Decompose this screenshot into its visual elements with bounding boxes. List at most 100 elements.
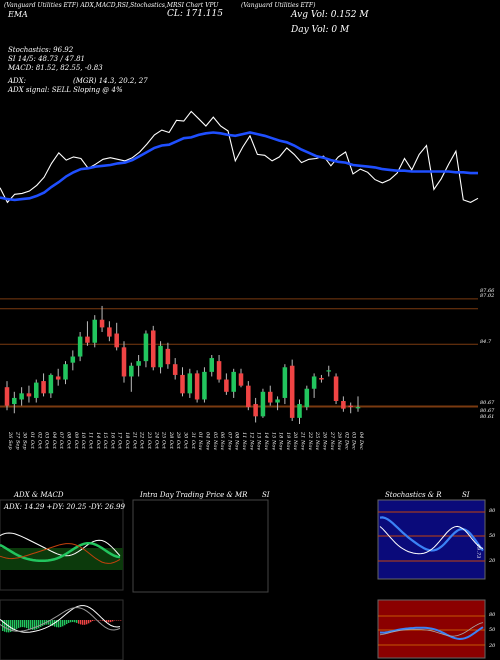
- candle-body: [260, 391, 266, 417]
- candle-body: [238, 373, 244, 386]
- date-label: 29 Nov: [336, 431, 342, 450]
- date-label: 27 Sep: [14, 431, 20, 450]
- macd-histogram-bar: [56, 620, 58, 628]
- candle-body: [77, 336, 83, 357]
- macd-histogram-bar: [82, 620, 84, 625]
- date-label: 03 Dec: [351, 432, 357, 450]
- date-label: 16 Oct: [109, 432, 115, 450]
- date-label: 30 Sep: [22, 432, 28, 450]
- macd-histogram-bar: [108, 620, 110, 623]
- candle-body: [4, 387, 10, 406]
- macd-histogram-bar: [52, 620, 54, 626]
- adx-band: [0, 548, 123, 570]
- candle-body: [143, 333, 149, 362]
- mrsi-tick-80: 80: [489, 612, 496, 618]
- macd-histogram-bar: [18, 620, 20, 628]
- macd-histogram-bar: [22, 620, 24, 628]
- adx-panel-stats: ADX: 14.29 +DY: 20.25 -DY: 26.99: [4, 503, 125, 511]
- macd-histogram-bar: [28, 620, 30, 629]
- date-label: 11 Nov: [241, 432, 247, 450]
- date-label: 24 Oct: [153, 431, 159, 450]
- candle-body: [33, 382, 39, 398]
- macd-histogram-bar: [36, 620, 38, 630]
- macd-histogram-bar: [102, 620, 104, 621]
- price-label: CL: 171.115: [167, 9, 223, 19]
- candle-body: [224, 379, 229, 392]
- stat-stochastics: Stochastics: 96.92: [8, 46, 74, 54]
- candle-body: [209, 358, 215, 372]
- date-label: 30 Oct: [183, 432, 189, 450]
- macd-histogram-bar: [76, 620, 78, 623]
- candle-body: [165, 348, 171, 365]
- macd-histogram-bar: [44, 620, 46, 626]
- macd-histogram-bar: [66, 620, 68, 625]
- candle-body: [107, 327, 112, 337]
- date-label: 02 Oct: [36, 432, 42, 450]
- date-label: 25 Nov: [314, 431, 320, 450]
- candle-body: [129, 365, 134, 377]
- macd-histogram-bar: [86, 620, 88, 625]
- macd-histogram-bar: [118, 620, 120, 621]
- candle-body: [216, 361, 222, 380]
- date-label: 02 Dec: [343, 432, 349, 450]
- date-label: 07 Oct: [58, 432, 64, 450]
- date-label: 15 Nov: [270, 432, 276, 450]
- candle-body: [253, 404, 258, 417]
- date-label: 04 Oct: [51, 432, 57, 450]
- candle-body: [319, 378, 324, 380]
- candle-body: [187, 373, 193, 394]
- date-label: 31 Oct: [190, 432, 196, 450]
- stat-adx-values: (MGR) 14.3, 20.2, 27: [73, 77, 148, 85]
- macd-histogram-bar: [6, 620, 8, 633]
- candle-body: [55, 376, 61, 380]
- level-label-1: 87.66: [480, 288, 495, 294]
- macd-histogram-bar: [4, 620, 6, 632]
- price-line: [0, 110, 479, 204]
- candle-body: [341, 401, 346, 409]
- stochastics-panel: [377, 499, 486, 580]
- macd-histogram-bar: [2, 620, 4, 631]
- macd-histogram-bar: [14, 620, 16, 631]
- date-label: 27 Nov: [329, 431, 335, 450]
- date-label: 10 Oct: [80, 432, 86, 450]
- date-label: 25 Oct: [161, 431, 167, 450]
- candle-body: [63, 364, 68, 380]
- macd-histogram-bar: [16, 620, 18, 629]
- macd-histogram-bar: [112, 620, 114, 622]
- macd-histogram-bar: [94, 620, 96, 621]
- candle-body: [202, 371, 207, 400]
- candle-body: [150, 330, 156, 368]
- macd-histogram-bar: [12, 620, 14, 632]
- stoch-panel-si: SI: [462, 491, 470, 499]
- mrsi-line: [379, 626, 484, 641]
- macd-histogram-bar: [26, 620, 28, 629]
- stoch-panel-title: Stochastics & R: [385, 491, 442, 499]
- candle-body: [136, 361, 141, 366]
- date-label: 11 Oct: [87, 432, 93, 450]
- stoch-value: 49.73: [475, 544, 481, 559]
- candle-body: [70, 356, 76, 363]
- avg-volume: Avg Vol: 0.152 M: [291, 10, 369, 20]
- candle-body: [172, 364, 178, 375]
- stat-macd: MACD: 81.52, 82.55, -0.83: [8, 64, 103, 72]
- date-label: 08 Nov: [234, 432, 240, 450]
- stochastics-d-line: [379, 525, 484, 555]
- date-label: 14 Nov: [263, 432, 269, 450]
- candle-body: [85, 336, 90, 343]
- date-label: 01 Oct: [29, 432, 35, 450]
- date-label: 13 Nov: [256, 432, 262, 450]
- date-label: 04 Dec: [358, 432, 364, 450]
- macd-histogram-bar: [50, 620, 52, 626]
- plus-di-line: [0, 541, 121, 563]
- macd-histogram-bar: [20, 620, 22, 628]
- date-label: 03 Oct: [44, 432, 50, 450]
- macd-histogram-bar: [42, 620, 44, 626]
- candle-body: [26, 393, 32, 397]
- stat-si: SI 14/5: 48.73 / 47.81: [8, 55, 85, 63]
- candle-body: [348, 405, 353, 408]
- date-label: 18 Nov: [278, 432, 284, 450]
- candle-body: [333, 376, 339, 401]
- stat-adx: ADX:: [8, 77, 27, 85]
- macd-histogram-bar: [60, 620, 62, 628]
